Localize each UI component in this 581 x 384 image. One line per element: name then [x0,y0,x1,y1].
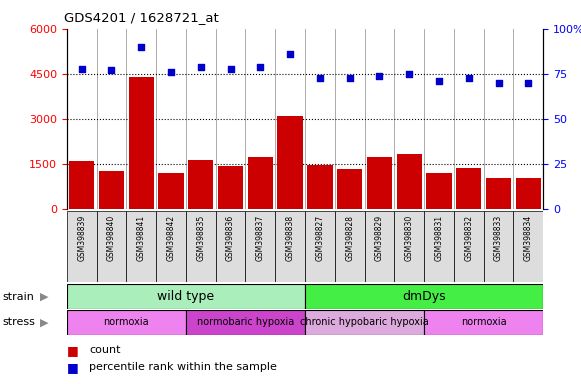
Text: ■: ■ [67,361,78,374]
Bar [67,211,96,282]
Text: GSM398831: GSM398831 [435,215,443,261]
Bar [305,284,543,309]
Bar [275,211,305,282]
Text: dmDys: dmDys [402,290,446,303]
Text: GSM398842: GSM398842 [167,215,175,261]
Point [226,65,235,71]
Bar [156,211,186,282]
Text: ■: ■ [67,344,78,357]
Bar [424,211,454,282]
Text: GSM398833: GSM398833 [494,215,503,261]
Text: ▶: ▶ [40,317,48,328]
Text: normoxia: normoxia [461,317,507,328]
Bar [307,165,332,209]
Bar [186,211,216,282]
Text: normoxia: normoxia [103,317,149,328]
Bar [454,211,483,282]
Text: GSM398827: GSM398827 [315,215,324,261]
Bar [424,310,543,335]
Text: ▶: ▶ [40,291,48,302]
Bar [337,169,363,209]
Bar [96,211,127,282]
Text: count: count [89,345,120,355]
Bar [335,211,365,282]
Text: percentile rank within the sample: percentile rank within the sample [89,362,277,372]
Bar [67,310,186,335]
Bar [245,211,275,282]
Bar [394,211,424,282]
Point [107,67,116,73]
Bar [99,171,124,209]
Point [137,44,146,50]
Bar [69,161,94,209]
Text: GSM398835: GSM398835 [196,215,205,261]
Text: GSM398839: GSM398839 [77,215,86,261]
Point [494,80,503,86]
Point [404,71,414,77]
Text: GSM398838: GSM398838 [286,215,295,261]
Bar [248,157,273,209]
Bar [127,211,156,282]
Bar [483,211,514,282]
Bar [305,310,424,335]
Bar [186,310,305,335]
Bar [305,211,335,282]
Bar [188,160,213,209]
Text: GSM398834: GSM398834 [524,215,533,261]
Bar [278,116,303,209]
Point [375,73,384,79]
Text: GSM398840: GSM398840 [107,215,116,261]
Text: GSM398836: GSM398836 [226,215,235,261]
Point [166,69,175,75]
Point [77,65,87,71]
Text: chronic hypobaric hypoxia: chronic hypobaric hypoxia [300,317,429,328]
Text: GSM398828: GSM398828 [345,215,354,261]
Bar [128,77,154,209]
Bar [67,284,305,309]
Point [435,78,444,84]
Point [256,64,265,70]
Bar [516,178,541,209]
Bar [218,166,243,209]
Point [464,74,474,81]
Bar [367,157,392,209]
Point [196,64,206,70]
Bar [159,173,184,209]
Text: normobaric hypoxia: normobaric hypoxia [197,317,294,328]
Text: GSM398837: GSM398837 [256,215,265,261]
Bar [456,168,482,209]
Text: GSM398829: GSM398829 [375,215,384,261]
Text: GSM398830: GSM398830 [405,215,414,261]
Point [345,74,354,81]
Bar [486,178,511,209]
Bar [514,211,543,282]
Bar [365,211,394,282]
Bar [397,154,422,209]
Point [315,74,325,81]
Text: GSM398832: GSM398832 [464,215,474,261]
Text: stress: stress [3,317,36,328]
Text: wild type: wild type [157,290,214,303]
Point [285,51,295,57]
Bar [216,211,245,282]
Text: GDS4201 / 1628721_at: GDS4201 / 1628721_at [64,12,218,25]
Text: GSM398841: GSM398841 [137,215,146,261]
Bar [426,173,451,209]
Text: strain: strain [3,291,35,302]
Point [523,80,533,86]
